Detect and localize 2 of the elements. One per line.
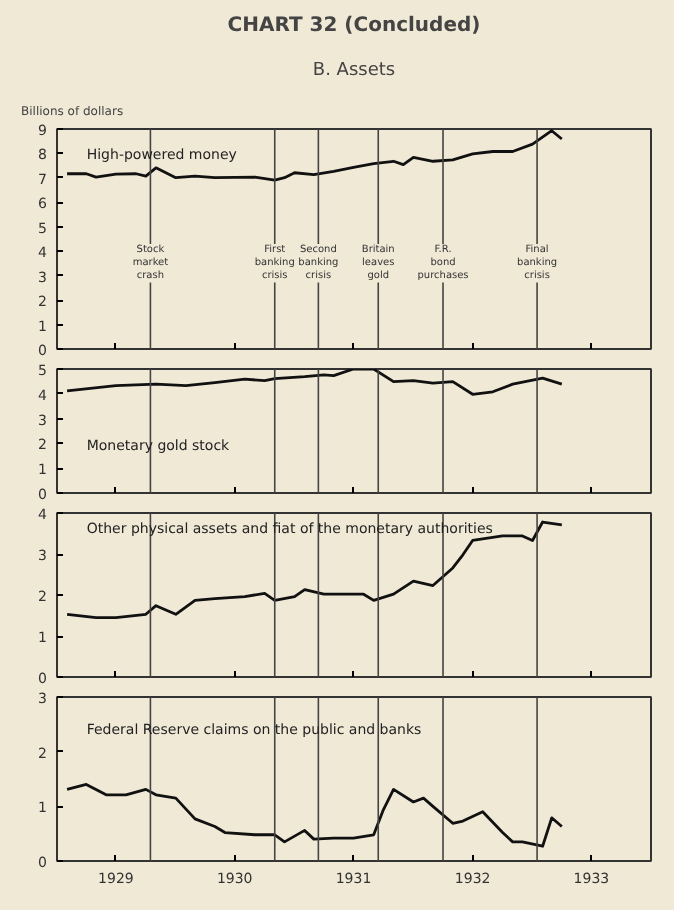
chart-subtitle: B. Assets (312, 61, 396, 81)
chart-title: CHART 32 (Concluded) (227, 15, 481, 37)
